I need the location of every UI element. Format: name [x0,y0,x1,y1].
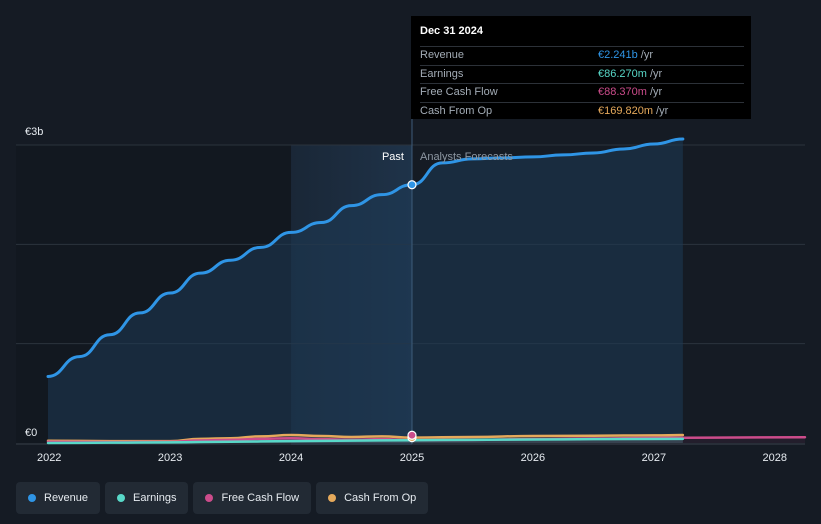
tooltip: Dec 31 2024 Revenue €2.241b /yr Earnings… [411,16,751,119]
tooltip-unit: /yr [649,86,663,98]
legend-label: Earnings [133,492,177,504]
legend-item-earnings[interactable]: Earnings [105,482,189,514]
tooltip-row-revenue: Revenue €2.241b /yr [420,46,744,65]
legend-dot-icon [205,494,214,502]
tooltip-unit: /yr [649,67,663,80]
forecast-label: Analysts Forecasts [420,151,513,163]
past-label: Past [382,151,404,163]
tooltip-label: Free Cash Flow [420,86,498,98]
tooltip-row-earnings: Earnings €86.270m /yr [420,64,744,84]
tooltip-unit: /yr [656,104,669,117]
legend: Revenue Earnings Free Cash Flow Cash Fro… [16,482,429,514]
x-tick-label: 2025 [400,452,424,464]
tooltip-label: Revenue [420,49,465,61]
tooltip-row-free-cash-flow: Free Cash Flow €88.370m /yr [420,83,744,102]
legend-label: Revenue [44,492,89,504]
x-tick-label: 2028 [763,452,787,464]
legend-item-revenue[interactable]: Revenue [16,482,101,514]
series-line-earnings [46,437,685,445]
x-tick-label: 2023 [158,452,182,464]
tooltip-label: Earnings [420,67,464,80]
legend-item-cash-from-op[interactable]: Cash From Op [316,482,429,514]
free-cash-flow-marker [407,430,417,440]
revenue-marker [407,180,417,190]
x-tick-label: 2022 [37,452,61,464]
x-tick-label: 2024 [279,452,303,464]
y-tick-label: €3b [25,126,43,138]
x-tick-label: 2026 [521,452,545,464]
series-line-revenue [46,137,685,378]
tooltip-value: €2.241b [598,49,638,61]
x-tick-label: 2027 [642,452,666,464]
tooltip-value: €88.370m [598,86,647,98]
revenue-area [48,139,683,444]
chart: €3b €0 2022 2023 2024 2025 2026 2027 2028 Past Ana… [16,16,807,464]
tooltip-unit: /yr [640,49,653,61]
tooltip-value: €169.820m [598,104,654,117]
legend-label: Cash From Op [344,492,417,504]
legend-label: Free Cash Flow [221,492,300,504]
legend-dot-icon [117,494,126,502]
legend-item-free-cash-flow[interactable]: Free Cash Flow [193,482,312,514]
tooltip-value: €86.270m [598,67,647,80]
tooltip-date: Dec 31 2024 [420,25,483,37]
tooltip-row-cash-from-op: Cash From Op €169.820m /yr [420,101,744,121]
legend-dot-icon [328,494,337,502]
tooltip-label: Cash From Op [420,104,493,117]
y-tick-label: €0 [25,427,37,439]
legend-dot-icon [28,494,36,502]
